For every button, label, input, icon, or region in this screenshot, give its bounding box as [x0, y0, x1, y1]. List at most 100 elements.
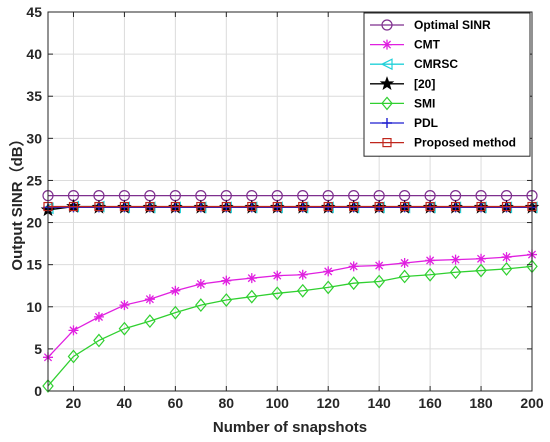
x-tick-label: 180 — [469, 395, 493, 411]
y-tick-label: 20 — [26, 215, 42, 231]
data-point — [272, 270, 283, 281]
data-point — [501, 252, 512, 263]
data-point — [476, 253, 487, 264]
legend-label: SMI — [414, 96, 435, 110]
data-point — [247, 201, 257, 212]
data-point — [94, 201, 104, 212]
data-point — [297, 269, 308, 280]
x-tick-label: 40 — [117, 395, 133, 411]
x-tick-label: 20 — [66, 395, 82, 411]
x-tick-label: 120 — [317, 395, 341, 411]
data-point — [145, 201, 155, 212]
legend-marker — [380, 58, 393, 71]
legend-item: Optimal SINR — [370, 18, 491, 32]
y-tick-label: 10 — [26, 299, 42, 315]
data-point — [373, 274, 385, 289]
x-tick-label: 60 — [168, 395, 184, 411]
data-point — [119, 201, 130, 212]
x-tick-label: 160 — [418, 395, 442, 411]
data-point — [170, 285, 181, 296]
data-point — [272, 201, 282, 212]
plot-frame — [47, 11, 533, 392]
data-point — [246, 273, 257, 284]
x-tick-label: 80 — [219, 395, 235, 411]
data-point — [68, 201, 79, 212]
y-tick-label: 30 — [26, 130, 42, 146]
data-point — [425, 255, 436, 266]
data-point — [347, 276, 360, 291]
data-point — [425, 201, 435, 212]
data-point — [144, 314, 156, 329]
legend-marker — [382, 138, 392, 148]
legend-label: CMT — [414, 38, 441, 52]
y-tick-label: 15 — [26, 257, 42, 273]
legend-label: [20] — [414, 77, 435, 91]
data-point — [221, 201, 231, 212]
data-point — [449, 265, 462, 280]
data-point — [42, 379, 54, 393]
data-point — [144, 294, 155, 305]
x-tick-label: 200 — [520, 395, 544, 411]
data-point — [93, 311, 104, 322]
data-point — [271, 286, 284, 301]
data-point — [322, 280, 334, 295]
legend-marker — [381, 96, 393, 111]
series-1 — [43, 249, 537, 363]
data-point — [246, 289, 258, 304]
data-point — [323, 201, 333, 212]
data-point — [169, 305, 182, 320]
legend-item: CMRSC — [370, 57, 458, 71]
legend-marker — [382, 118, 392, 128]
legend-marker — [382, 39, 392, 50]
data-point — [296, 283, 309, 298]
series-6 — [43, 201, 537, 212]
legend-item: PDL — [370, 116, 438, 130]
y-tick-label: 40 — [26, 46, 42, 62]
legend-marker — [381, 19, 393, 31]
legend-item: Proposed method — [370, 136, 516, 150]
data-point — [374, 260, 385, 271]
data-point — [475, 263, 487, 278]
data-point — [119, 300, 130, 311]
y-tick-label: 25 — [26, 172, 42, 188]
data-point — [398, 269, 411, 284]
data-point — [93, 333, 105, 348]
data-point — [450, 201, 461, 212]
legend-item: SMI — [370, 96, 435, 110]
data-point — [196, 201, 206, 212]
legend-label: CMRSC — [414, 57, 458, 71]
data-point — [220, 293, 233, 307]
x-tick-label: 100 — [266, 395, 290, 411]
legend: Optimal SINR CMT CMRSC [20] SMI PDL Proposed m… — [363, 12, 531, 157]
data-point — [195, 298, 207, 313]
data-point — [170, 201, 180, 212]
ticks: 0 5 10 15 20 25 30 35 40 45 20 40 60 80 100 120 140 160 18… — [26, 4, 543, 411]
data-point — [195, 279, 206, 290]
data-point — [323, 266, 334, 277]
data-point — [424, 267, 436, 282]
legend-label: Proposed method — [414, 136, 516, 150]
data-point — [399, 257, 410, 268]
y-axis-label: Output SINR（dB） — [8, 131, 26, 270]
legend-label: Optimal SINR — [414, 18, 491, 32]
data-point — [221, 275, 232, 286]
y-tick-label: 5 — [34, 341, 42, 357]
data-point — [374, 201, 384, 212]
data-point — [400, 201, 410, 212]
data-point — [476, 201, 486, 212]
legend-item: CMT — [370, 38, 441, 52]
data-point — [348, 261, 359, 272]
series-layer — [40, 190, 540, 393]
legend-label: PDL — [414, 116, 438, 130]
data-point — [500, 261, 513, 276]
legend-marker — [379, 76, 395, 90]
data-point — [501, 201, 512, 212]
legend-item: [20] — [370, 76, 435, 91]
data-point — [118, 321, 131, 336]
data-point — [67, 349, 80, 364]
x-tick-label: 140 — [367, 395, 391, 411]
data-point — [298, 201, 308, 212]
legend-box — [363, 12, 531, 157]
y-tick-label: 45 — [26, 4, 42, 20]
